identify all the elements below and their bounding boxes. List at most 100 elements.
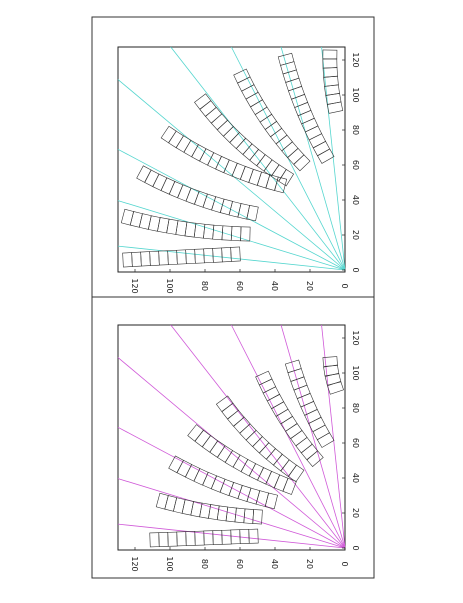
- x-tick-label: 40: [351, 195, 360, 205]
- strip-box: [326, 101, 344, 114]
- strip-box: [322, 49, 338, 60]
- strip-box: [158, 250, 169, 266]
- strip-box: [185, 531, 196, 546]
- strip-box: [231, 226, 242, 242]
- strip-box: [176, 249, 187, 265]
- strip-box: [221, 529, 232, 545]
- plot-panel: 0 20 40 60 80 100 120 0 20 40 60 80 100 120: [117, 324, 360, 572]
- strip-box: [212, 247, 223, 263]
- strip-box: [306, 450, 324, 467]
- radial-line: [170, 324, 346, 549]
- strip-box: [246, 205, 259, 222]
- radial-line: [321, 324, 346, 549]
- strip-box: [230, 246, 241, 262]
- strip-box: [322, 58, 338, 69]
- strip-box: [176, 531, 187, 547]
- strip-box: [316, 432, 335, 448]
- x-tick-label: 40: [351, 473, 360, 483]
- y-tick-label: 20: [305, 281, 314, 291]
- x-tick-label: 20: [351, 230, 360, 240]
- x-tick-label: 0: [351, 267, 360, 272]
- y-tick-label: 80: [200, 281, 209, 291]
- strip-box: [252, 509, 263, 525]
- radial-line: [117, 478, 346, 549]
- x-tick-label: 80: [351, 125, 360, 135]
- strip-box: [243, 508, 255, 524]
- radial-line: [280, 46, 346, 271]
- x-tick-label: 100: [351, 365, 360, 380]
- radial-line: [280, 324, 346, 549]
- y-tick-label: 40: [270, 559, 279, 569]
- radial-line: [321, 46, 346, 271]
- x-tick-label: 60: [351, 438, 360, 448]
- strip-box: [252, 436, 270, 454]
- strip-box: [239, 423, 257, 441]
- x-tick-label: 120: [351, 330, 360, 345]
- strip-box: [248, 528, 259, 544]
- x-tick-label: 20: [351, 508, 360, 518]
- strip-box: [203, 530, 214, 546]
- radial-line: [117, 79, 346, 271]
- radial-line: [231, 324, 346, 549]
- strip-box: [277, 52, 295, 66]
- y-tick-label: 20: [305, 559, 314, 569]
- x-tick-label: 0: [351, 545, 360, 550]
- radial-line: [170, 46, 346, 271]
- strip-box: [288, 464, 305, 483]
- strip-box: [239, 529, 250, 544]
- y-tick-label: 100: [165, 278, 174, 293]
- x-tick-label: 60: [351, 160, 360, 170]
- y-tick-label: 60: [235, 559, 244, 569]
- strip-box: [131, 251, 142, 267]
- strip-box: [278, 169, 295, 187]
- strip-box: [148, 215, 161, 232]
- strip-box: [158, 532, 169, 547]
- strip-box: [185, 248, 196, 265]
- strip-box: [194, 248, 205, 264]
- y-tick-label: 100: [165, 556, 174, 571]
- strip-box: [327, 380, 344, 395]
- strip-box: [237, 203, 251, 220]
- strip-box: [215, 395, 234, 412]
- strip-box: [317, 148, 335, 164]
- strip-box: [274, 176, 288, 194]
- strip-box: [323, 364, 340, 377]
- strip-box: [167, 531, 178, 547]
- strip-box: [322, 67, 338, 78]
- strip-box: [129, 211, 143, 228]
- x-tick-label: 100: [351, 87, 360, 102]
- y-tick-label: 0: [340, 283, 349, 288]
- strip-box: [203, 223, 215, 240]
- x-tick-label: 80: [351, 403, 360, 413]
- strip-box: [120, 208, 135, 226]
- strip-box: [282, 477, 297, 495]
- strip-box: [173, 497, 186, 514]
- panels: 0 20 40 60 80 100 120 0 20 40 60 80 100 120 0 20 40 60 80 1…: [117, 46, 360, 572]
- plot-panel: 0 20 40 60 80 100 120 0 20 40 60 80 100 120: [117, 46, 360, 294]
- strip-box: [264, 492, 278, 510]
- strip-box: [245, 429, 263, 447]
- y-tick-label: 40: [270, 281, 279, 291]
- y-tick-label: 120: [130, 278, 139, 293]
- strip-box: [149, 532, 160, 548]
- strip-box: [240, 226, 251, 242]
- strip-box: [221, 402, 239, 420]
- x-tick-label: 120: [351, 52, 360, 67]
- strip-box: [221, 247, 232, 263]
- radial-line: [117, 523, 346, 549]
- strip-box: [227, 409, 245, 427]
- strip-box: [212, 530, 223, 545]
- strip-box: [282, 69, 300, 83]
- strip-box: [138, 213, 152, 230]
- strip-box: [149, 250, 160, 266]
- strip-box: [293, 154, 311, 172]
- y-tick-label: 60: [235, 281, 244, 291]
- strip-box: [300, 443, 319, 461]
- radial-line: [117, 245, 346, 271]
- strip-box: [181, 499, 195, 516]
- strip-box: [140, 251, 151, 267]
- plot-area: [117, 324, 346, 551]
- y-tick-label: 0: [340, 561, 349, 566]
- strip-box: [122, 252, 133, 268]
